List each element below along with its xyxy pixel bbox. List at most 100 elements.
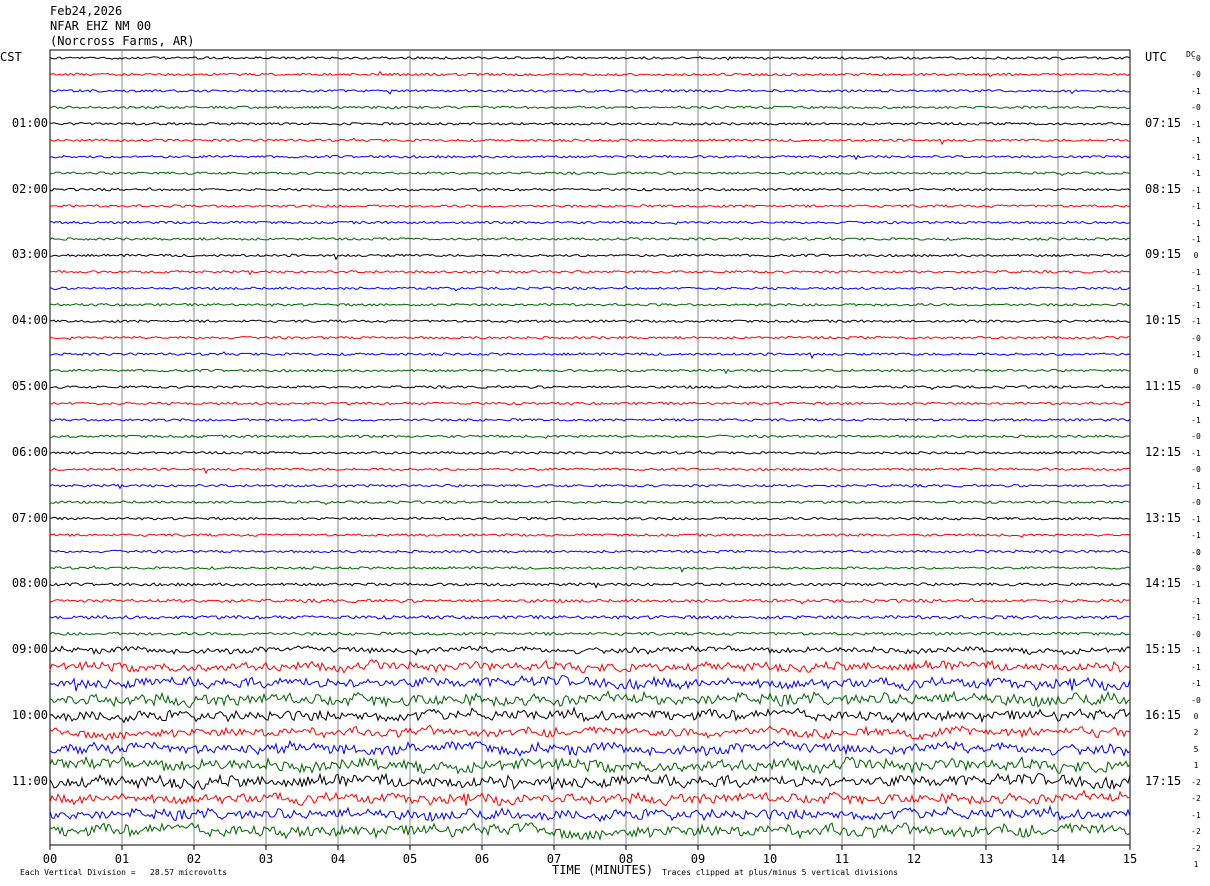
x-tick-label: 06 (474, 852, 490, 866)
trace-line (49, 597, 1131, 605)
right-hour-label: 08:15 (1145, 181, 1182, 196)
dc-offset-label: -1 (1191, 284, 1201, 294)
right-timezone: UTC (1145, 50, 1167, 64)
dc-offset-label: -0 (1191, 465, 1201, 475)
trace-line (49, 302, 1131, 307)
trace-line (49, 137, 1131, 146)
trace-line (49, 805, 1131, 823)
dc-offset-label: -2 (1191, 777, 1201, 787)
dc-offset-label: -0 (1191, 383, 1201, 392)
dc-offset-label: 1 (1193, 860, 1199, 870)
left-hour-label: 05:00 (11, 379, 48, 393)
x-tick-label: 05 (402, 852, 418, 866)
trace-line (49, 614, 1131, 620)
dc-offset-label: -1 (1191, 169, 1201, 179)
trace-line (49, 121, 1131, 126)
trace-line (49, 645, 1131, 656)
dc-offset-label: 0 (1193, 366, 1199, 376)
dc-offset-label: -1 (1191, 218, 1201, 228)
dc-offset-label: -0 (1191, 54, 1201, 63)
dc-offset-label: -2 (1191, 794, 1201, 804)
dc-offset-label: 5 (1193, 744, 1199, 754)
right-hour-label: 10:15 (1145, 313, 1182, 328)
dc-offset-label: -1 (1191, 350, 1201, 360)
dc-offset-label: -0 (1191, 70, 1201, 80)
left-timezone: CST (0, 50, 22, 64)
right-hour-label: 15:15 (1145, 642, 1182, 657)
left-hour-label: 04:00 (11, 313, 48, 328)
x-tick-label: 08 (618, 852, 634, 866)
dc-header: DC (1186, 50, 1196, 59)
trace-line (49, 220, 1131, 226)
dc-offset-label: -1 (1191, 580, 1201, 590)
left-hour-label: 02:00 (11, 181, 48, 196)
left-hour-label: 11:00 (11, 773, 48, 788)
trace-line (49, 384, 1131, 391)
dc-offset-label: -1 (1191, 448, 1201, 458)
plot-frame (49, 49, 1131, 846)
trace-line (49, 401, 1131, 406)
trace-line (49, 467, 1131, 475)
trace-line (49, 499, 1131, 506)
dc-offset-label: -1 (1191, 613, 1201, 623)
dc-offset-label: -0 (1191, 498, 1201, 508)
station-code: NFAR EHZ NM 00 (50, 19, 152, 33)
dc-offset-label: -1 (1191, 202, 1201, 212)
trace-line (49, 418, 1131, 422)
dc-offset-label: -2 (1191, 827, 1201, 837)
dc-offset-label: 1 (1193, 761, 1199, 771)
x-tick-label: 14 (1050, 852, 1066, 866)
dc-offset-label: -1 (1191, 234, 1201, 244)
dc-offset-label: 0 (1193, 712, 1199, 721)
dc-offset-label: -1 (1191, 317, 1201, 327)
scale-note: Each Vertical Division = 28.57 microvolt… (20, 868, 228, 877)
trace-line (49, 549, 1131, 554)
trace-line (49, 449, 1131, 455)
dc-offset-label: -1 (1191, 596, 1201, 606)
right-hour-label: 12:15 (1145, 444, 1182, 459)
x-tick-label: 10 (762, 852, 778, 866)
trace-line (49, 351, 1131, 360)
dc-offset-label: 0 (1193, 251, 1199, 261)
trace-line (49, 70, 1131, 78)
clip-note: Traces clipped at plus/minus 5 vertical … (662, 868, 899, 877)
dc-offset-label: -1 (1191, 136, 1201, 146)
x-tick-label: 01 (114, 852, 130, 866)
dc-offset-label: -0 (1191, 103, 1201, 113)
trace-line (49, 706, 1131, 724)
x-tick-label: 00 (42, 852, 58, 866)
trace-line (49, 171, 1131, 177)
dc-offset-label: -1 (1191, 86, 1201, 96)
x-tick-label: 02 (186, 852, 202, 866)
x-tick-label: 12 (906, 852, 922, 866)
x-tick-label: 15 (1122, 852, 1138, 866)
trace-line (49, 582, 1131, 589)
trace-line (49, 739, 1131, 758)
chart-date: Feb24,2026 (50, 4, 123, 18)
dc-offset-label: -1 (1191, 679, 1201, 689)
dc-offset-label: -1 (1191, 267, 1201, 277)
dc-offset-label: -1 (1191, 481, 1201, 491)
dc-offset-label: -1 (1191, 185, 1201, 195)
right-hour-label: 14:15 (1145, 576, 1182, 591)
x-tick-label: 09 (690, 852, 706, 866)
dc-offset-label: -0 (1191, 333, 1201, 343)
trace-line (49, 533, 1131, 538)
trace-line (49, 88, 1131, 95)
trace-line (49, 105, 1131, 110)
trace-line (49, 269, 1131, 276)
trace-line (49, 187, 1131, 192)
trace-line (49, 690, 1131, 709)
trace-line (49, 822, 1131, 841)
dc-offset-label: -0 (1191, 563, 1201, 573)
dc-offset-label: -1 (1191, 300, 1201, 310)
x-axis-label: TIME (MINUTES) (552, 863, 654, 877)
right-hour-label: 07:15 (1145, 115, 1182, 130)
x-tick-label: 07 (546, 852, 562, 866)
dc-offset-label: -0 (1191, 695, 1201, 705)
trace-line (49, 755, 1131, 775)
right-hour-label: 09:15 (1145, 247, 1182, 262)
trace-line (49, 565, 1131, 573)
trace-line (49, 434, 1131, 439)
x-tick-label: 03 (258, 852, 274, 866)
